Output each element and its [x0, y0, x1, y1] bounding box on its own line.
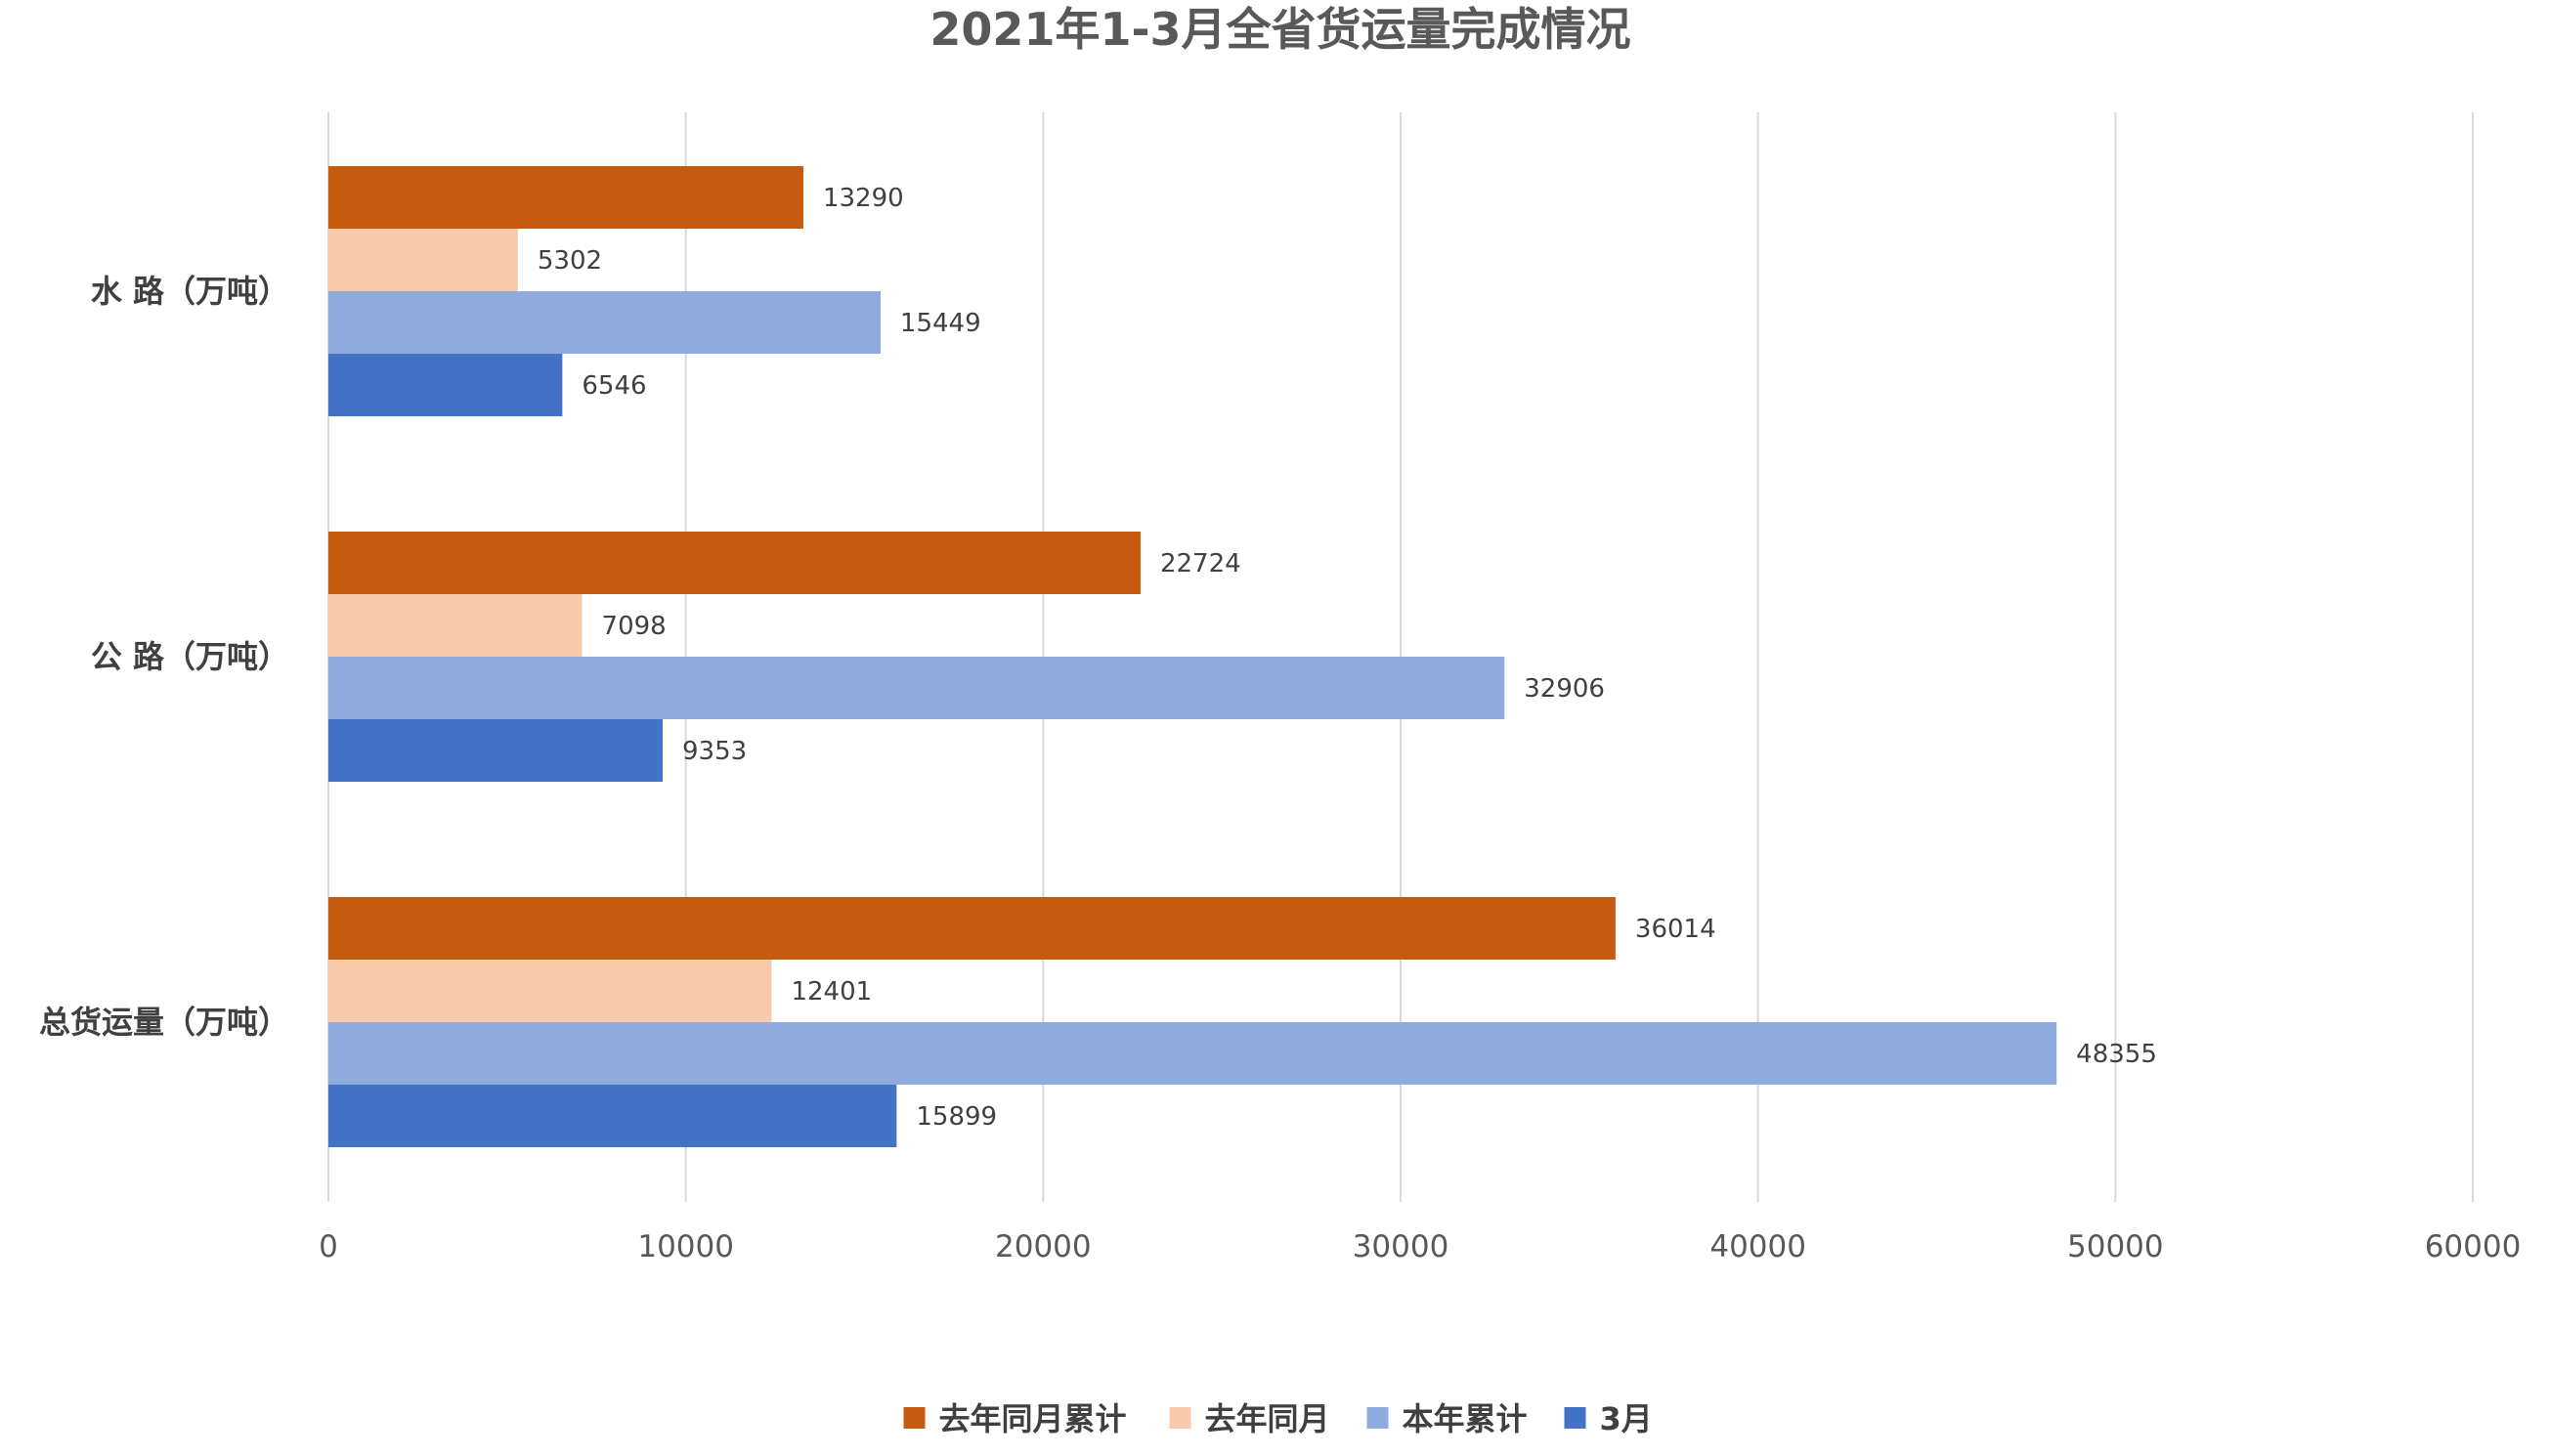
legend-swatch	[1169, 1407, 1191, 1429]
x-tick-label: 40000	[1709, 1229, 1806, 1264]
bar	[328, 594, 583, 657]
data-label: 9353	[682, 737, 747, 766]
data-label: 32906	[1524, 674, 1605, 704]
legend-swatch	[903, 1407, 926, 1429]
bar	[328, 291, 881, 354]
data-label: 6546	[582, 371, 646, 401]
bar	[328, 1085, 897, 1147]
x-axis-tick-layer: 0 10000 20000 30000 40000 50000 60000	[319, 1229, 2521, 1264]
legend-label: 去年同月累计	[939, 1400, 1127, 1437]
data-label: 36014	[1635, 915, 1716, 944]
data-label: 13290	[823, 184, 904, 213]
data-label: 12401	[791, 977, 872, 1006]
bar	[328, 960, 772, 1022]
x-tick-label: 20000	[995, 1229, 1092, 1264]
legend-item: 去年同月	[1169, 1400, 1330, 1437]
legend-item: 去年同月累计	[903, 1400, 1127, 1437]
x-tick-label: 60000	[2425, 1229, 2522, 1264]
category-label-layer: 水 路（万吨） 公 路（万吨） 总货运量（万吨）	[39, 273, 289, 1041]
bar	[328, 1022, 2057, 1085]
data-label: 5302	[538, 246, 602, 276]
category-label: 水 路（万吨）	[91, 273, 289, 310]
legend-item: 本年累计	[1366, 1400, 1528, 1437]
legend-swatch	[1564, 1407, 1586, 1429]
legend-item: 3月	[1564, 1400, 1653, 1437]
category-label: 公 路（万吨）	[91, 638, 289, 675]
legend-label: 本年累计	[1403, 1400, 1528, 1437]
data-label: 7098	[602, 612, 667, 641]
data-label: 22724	[1160, 549, 1241, 578]
bar	[328, 719, 664, 782]
bar	[328, 532, 1141, 594]
data-label: 15899	[916, 1102, 997, 1132]
legend-label: 3月	[1600, 1400, 1653, 1437]
bar	[328, 657, 1505, 719]
category-label: 总货运量（万吨）	[39, 1004, 289, 1041]
x-tick-label: 50000	[2067, 1229, 2164, 1264]
bar	[328, 166, 803, 229]
bar	[328, 229, 518, 291]
bar	[328, 354, 563, 416]
x-tick-label: 0	[319, 1229, 338, 1264]
bar-layer: 13290 5302 15449 6546 22724 7098 32906 9353 3601…	[328, 166, 2157, 1147]
data-label: 48355	[2076, 1040, 2157, 1069]
legend-swatch	[1366, 1407, 1389, 1429]
x-tick-label: 10000	[637, 1229, 734, 1264]
x-tick-label: 30000	[1353, 1229, 1449, 1264]
data-label: 15449	[900, 309, 981, 338]
legend-label: 去年同月	[1205, 1400, 1330, 1437]
chart-title: 2021年1-3月全省货运量完成情况	[929, 3, 1630, 56]
bar	[328, 897, 1616, 960]
legend: 去年同月累计 去年同月 本年累计 3月	[903, 1400, 1653, 1437]
